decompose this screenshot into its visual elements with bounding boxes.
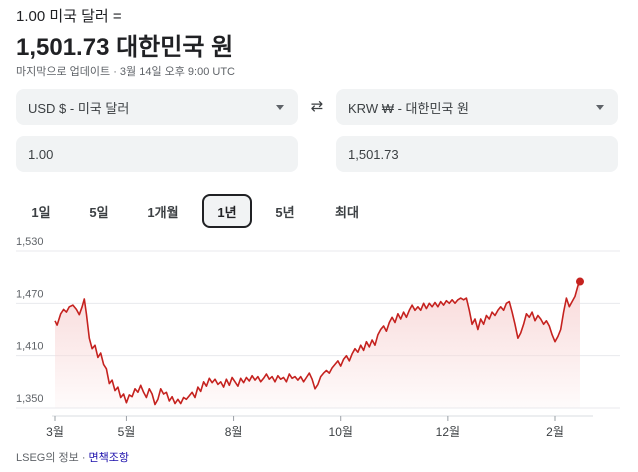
x-tick-label: 12월 <box>436 425 460 439</box>
x-tick-label: 10월 <box>329 425 353 439</box>
footer: LSEG의 정보 · 면책조항 <box>16 449 129 465</box>
exchange-rate: 1,501.73 대한민국 원 <box>16 34 234 61</box>
range-tab-1y[interactable]: 1년 <box>202 194 252 228</box>
source-text: LSEG의 정보 · <box>16 452 89 464</box>
x-tick-label: 2월 <box>546 425 564 439</box>
y-tick-label: 1,470 <box>16 288 44 300</box>
range-tab-1d[interactable]: 1일 <box>31 204 51 220</box>
x-tick-label: 5월 <box>118 425 136 439</box>
last-updated: 마지막으로 업데이트 · 3월 14일 오후 9:00 UTC <box>16 66 235 78</box>
y-tick-label: 1,530 <box>16 236 44 248</box>
to-currency-select[interactable]: KRW ₩ - 대한민국 원 <box>336 89 618 125</box>
to-amount-value: 1,501.73 <box>348 146 399 162</box>
exchange-rate-chart[interactable]: 1,530 1,470 1,410 1,350 3월 5월 8월 10월 12월 2월 <box>0 232 638 446</box>
range-tab-5y[interactable]: 5년 <box>275 204 295 220</box>
to-currency-label: KRW ₩ - 대한민국 원 <box>348 100 469 116</box>
y-tick-label: 1,410 <box>16 341 44 353</box>
from-amount-value: 1.00 <box>28 146 54 162</box>
chart-area <box>55 281 580 408</box>
range-tab-5d[interactable]: 5일 <box>89 204 109 220</box>
from-currency-select[interactable]: USD $ - 미국 달러 <box>16 89 298 125</box>
range-tab-max[interactable]: 최대 <box>335 204 359 220</box>
conversion-subtitle: 1.00 미국 달러 = <box>16 8 122 25</box>
chevron-down-icon <box>276 104 284 110</box>
x-tick-label: 3월 <box>46 425 64 439</box>
from-currency-label: USD $ - 미국 달러 <box>28 100 130 116</box>
range-tab-1m[interactable]: 1개월 <box>147 204 179 220</box>
chart-line <box>54 281 581 406</box>
y-tick-label: 1,350 <box>16 393 44 405</box>
current-value-dot <box>576 277 584 286</box>
x-tick-label: 8월 <box>225 425 243 439</box>
from-amount-input[interactable]: 1.00 <box>16 136 298 172</box>
chevron-down-icon <box>596 104 604 110</box>
swap-icon[interactable]: ⇄ <box>310 98 324 115</box>
disclaimer-link[interactable]: 면책조항 <box>88 452 130 464</box>
to-amount-input[interactable]: 1,501.73 <box>336 136 618 172</box>
